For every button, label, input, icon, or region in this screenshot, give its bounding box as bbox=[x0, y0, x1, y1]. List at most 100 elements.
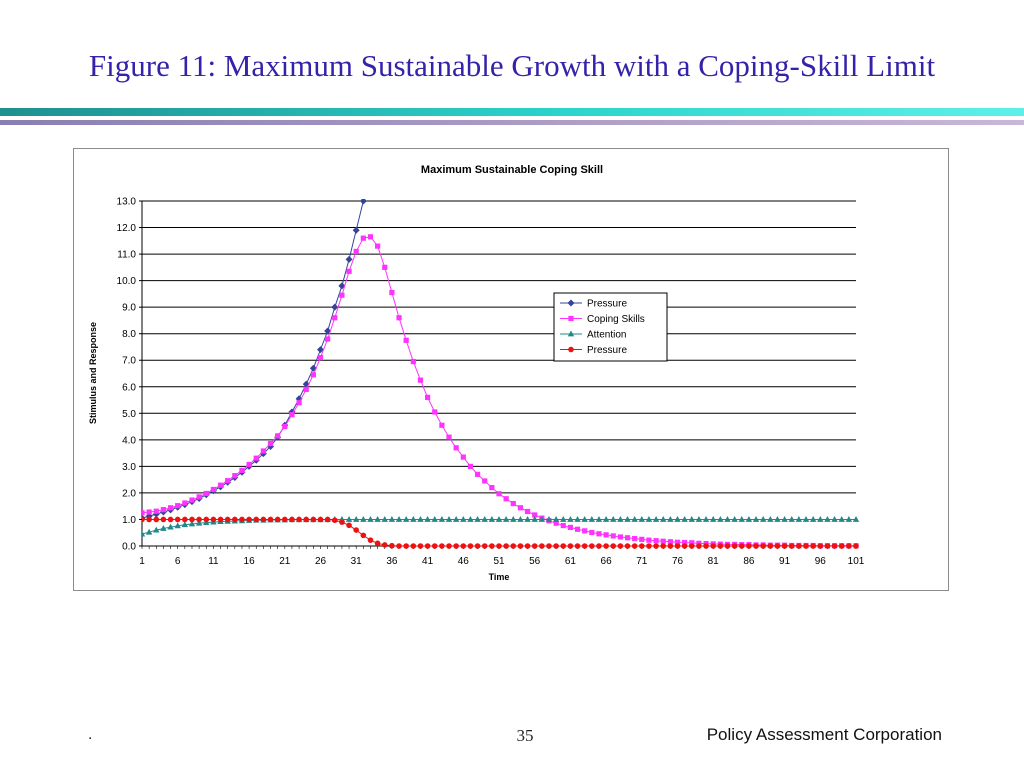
series-line bbox=[142, 199, 366, 519]
data-point bbox=[781, 543, 788, 549]
data-point bbox=[774, 515, 781, 522]
data-point bbox=[142, 510, 145, 516]
series-2 bbox=[142, 234, 859, 549]
data-point bbox=[767, 543, 774, 549]
data-point bbox=[524, 508, 531, 515]
data-point bbox=[417, 543, 424, 549]
data-point bbox=[396, 315, 402, 321]
data-point bbox=[203, 516, 210, 523]
data-point bbox=[674, 515, 681, 522]
data-point bbox=[810, 543, 816, 549]
data-point bbox=[703, 543, 709, 549]
data-point bbox=[652, 515, 660, 522]
y-tick-label: 4.0 bbox=[122, 435, 136, 446]
data-point bbox=[588, 515, 596, 522]
x-tick-label: 91 bbox=[779, 556, 791, 567]
x-axis-label: Time bbox=[489, 572, 510, 582]
data-point bbox=[660, 543, 667, 549]
data-point bbox=[745, 515, 753, 522]
x-tick-label: 81 bbox=[708, 556, 720, 567]
data-point bbox=[381, 515, 388, 522]
data-point bbox=[182, 516, 188, 523]
legend-marker bbox=[567, 299, 575, 307]
data-point bbox=[738, 543, 745, 549]
series-3 bbox=[142, 515, 860, 537]
data-point bbox=[517, 543, 524, 549]
y-tick-label: 2.0 bbox=[122, 488, 136, 499]
y-tick-label: 3.0 bbox=[122, 462, 136, 473]
x-tick-label: 41 bbox=[422, 556, 434, 567]
data-point bbox=[495, 515, 503, 522]
data-point bbox=[282, 423, 288, 430]
data-point bbox=[639, 536, 645, 542]
data-point bbox=[410, 515, 417, 522]
data-point bbox=[502, 515, 510, 522]
data-point bbox=[331, 303, 339, 311]
legend-entry: Attention bbox=[587, 330, 626, 341]
data-point bbox=[189, 516, 195, 523]
data-point bbox=[460, 515, 467, 522]
data-point bbox=[346, 522, 352, 529]
data-point bbox=[417, 377, 424, 383]
data-point bbox=[317, 354, 324, 361]
data-point bbox=[667, 515, 674, 522]
data-point bbox=[403, 337, 409, 343]
data-point bbox=[838, 543, 845, 549]
data-point bbox=[560, 543, 567, 549]
data-point bbox=[603, 532, 609, 538]
y-tick-label: 12.0 bbox=[117, 223, 137, 234]
data-point bbox=[617, 515, 624, 522]
data-point bbox=[181, 521, 189, 528]
data-point bbox=[453, 543, 459, 549]
data-point bbox=[160, 507, 167, 513]
data-point bbox=[567, 524, 573, 531]
data-point bbox=[824, 515, 831, 522]
data-point bbox=[296, 400, 302, 406]
data-point bbox=[467, 543, 474, 549]
x-tick-label: 86 bbox=[743, 556, 755, 567]
x-tick-label: 66 bbox=[601, 556, 613, 567]
data-point bbox=[567, 543, 574, 549]
data-point bbox=[596, 543, 602, 549]
data-point bbox=[310, 516, 317, 523]
data-point bbox=[717, 515, 724, 522]
data-point bbox=[574, 526, 581, 532]
data-point bbox=[853, 543, 859, 549]
data-point bbox=[510, 515, 517, 522]
data-point bbox=[160, 516, 167, 523]
data-point bbox=[581, 543, 588, 549]
data-point bbox=[174, 516, 181, 523]
x-tick-label: 6 bbox=[175, 556, 181, 567]
data-point bbox=[503, 496, 509, 502]
y-tick-label: 8.0 bbox=[122, 329, 136, 340]
data-point bbox=[517, 515, 524, 522]
data-point bbox=[324, 516, 331, 523]
data-point bbox=[282, 516, 288, 523]
data-point bbox=[552, 515, 560, 522]
data-point bbox=[375, 243, 381, 249]
data-point bbox=[146, 509, 152, 515]
data-point bbox=[646, 537, 652, 543]
data-point bbox=[224, 516, 231, 523]
data-point bbox=[325, 336, 331, 342]
x-tick-label: 96 bbox=[815, 556, 827, 567]
data-point bbox=[217, 516, 224, 523]
data-point bbox=[438, 515, 446, 522]
data-point bbox=[174, 522, 181, 529]
data-point bbox=[682, 539, 688, 546]
y-tick-label: 11.0 bbox=[117, 250, 136, 261]
data-point bbox=[624, 535, 631, 541]
data-point bbox=[524, 515, 531, 522]
x-tick-label: 76 bbox=[672, 556, 684, 567]
data-point bbox=[531, 515, 538, 522]
data-point bbox=[474, 471, 481, 477]
data-point bbox=[310, 372, 316, 378]
data-point bbox=[589, 529, 595, 536]
data-point bbox=[446, 434, 452, 440]
data-point bbox=[831, 543, 838, 549]
data-point bbox=[474, 515, 481, 522]
data-point bbox=[824, 543, 831, 549]
x-tick-label: 11 bbox=[208, 556, 219, 567]
title-divider-teal bbox=[0, 108, 1024, 116]
title-divider-lavender bbox=[0, 120, 1024, 125]
